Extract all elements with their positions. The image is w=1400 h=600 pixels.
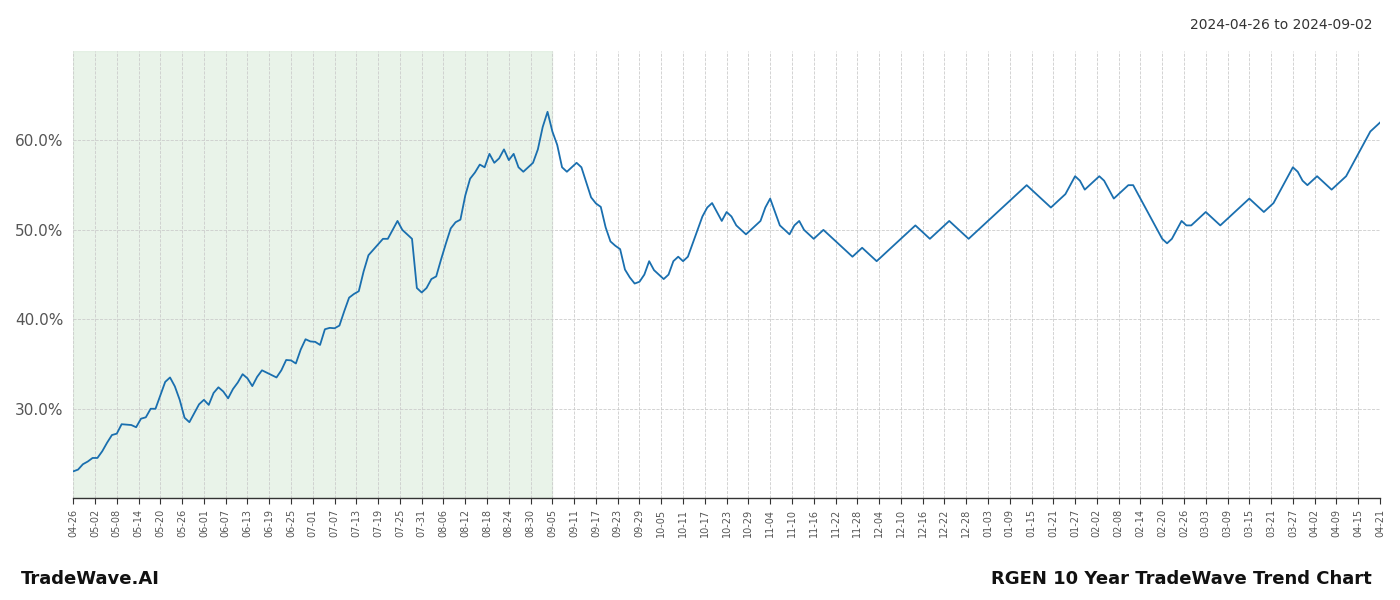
Bar bbox=[73, 51, 553, 498]
Text: TradeWave.AI: TradeWave.AI bbox=[21, 570, 160, 588]
Text: RGEN 10 Year TradeWave Trend Chart: RGEN 10 Year TradeWave Trend Chart bbox=[991, 570, 1372, 588]
Text: 2024-04-26 to 2024-09-02: 2024-04-26 to 2024-09-02 bbox=[1190, 18, 1372, 32]
